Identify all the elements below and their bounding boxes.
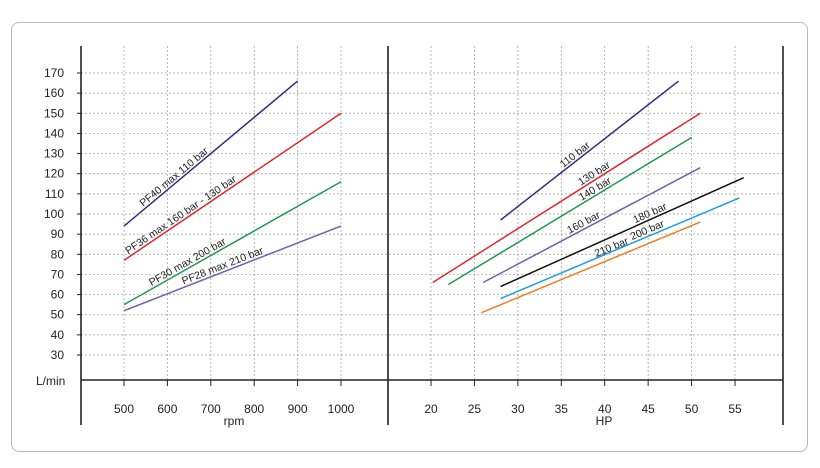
series-line bbox=[123, 112, 342, 261]
y-tick-label: 170 bbox=[44, 66, 64, 80]
y-tick-label: 100 bbox=[44, 207, 64, 221]
series-line bbox=[447, 136, 692, 286]
series-line bbox=[482, 167, 701, 284]
series bbox=[123, 80, 744, 314]
hp-axis-title: HP bbox=[596, 414, 613, 428]
x-tick-label: 30 bbox=[511, 402, 525, 416]
series-line bbox=[481, 221, 701, 314]
y-tick-label: 30 bbox=[51, 348, 65, 362]
x-tick-label: 20 bbox=[424, 402, 438, 416]
y-tick-label: 90 bbox=[51, 227, 65, 241]
y-tick-label: 120 bbox=[44, 167, 64, 181]
ticks: 30 40 50 60 70 80 90 100 110 120 130 140 150 160 170 50… bbox=[44, 66, 742, 416]
x-tick-label: 900 bbox=[288, 402, 308, 416]
y-tick-label: 70 bbox=[51, 267, 65, 281]
rpm-axis-title: rpm bbox=[224, 414, 245, 428]
x-tick-label: 1000 bbox=[328, 402, 355, 416]
y-tick-label: 80 bbox=[51, 247, 65, 261]
x-tick-label: 50 bbox=[685, 402, 699, 416]
series-line bbox=[432, 112, 701, 284]
series-annotation: 210 bar bbox=[593, 235, 631, 260]
series-line bbox=[500, 80, 680, 221]
y-tick-label: 40 bbox=[51, 328, 65, 342]
y-tick-label: 110 bbox=[45, 187, 64, 201]
series-annotation: 110 bar bbox=[558, 139, 593, 170]
x-tick-label: 700 bbox=[201, 402, 221, 416]
x-tick-label: 25 bbox=[468, 402, 482, 416]
y-axis-title: L/min bbox=[36, 374, 65, 388]
y-tick-label: 140 bbox=[44, 126, 64, 140]
series-line bbox=[123, 181, 342, 306]
grid bbox=[81, 46, 783, 380]
x-tick-label: 35 bbox=[555, 402, 569, 416]
series-line bbox=[500, 177, 744, 288]
x-tick-label: 45 bbox=[641, 402, 655, 416]
y-tick-label: 60 bbox=[51, 288, 65, 302]
y-tick-label: 160 bbox=[44, 86, 64, 100]
series-line bbox=[123, 80, 299, 227]
y-tick-label: 50 bbox=[51, 308, 65, 322]
axes bbox=[80, 46, 784, 425]
y-tick-label: 150 bbox=[44, 106, 64, 120]
x-tick-label: 55 bbox=[728, 402, 742, 416]
x-tick-label: 40 bbox=[598, 402, 612, 416]
y-tick-label: 130 bbox=[44, 147, 64, 161]
x-tick-label: 800 bbox=[244, 402, 264, 416]
x-tick-label: 600 bbox=[157, 402, 177, 416]
series-line bbox=[500, 197, 740, 300]
series-line bbox=[123, 225, 342, 312]
x-tick-label: 500 bbox=[114, 402, 134, 416]
